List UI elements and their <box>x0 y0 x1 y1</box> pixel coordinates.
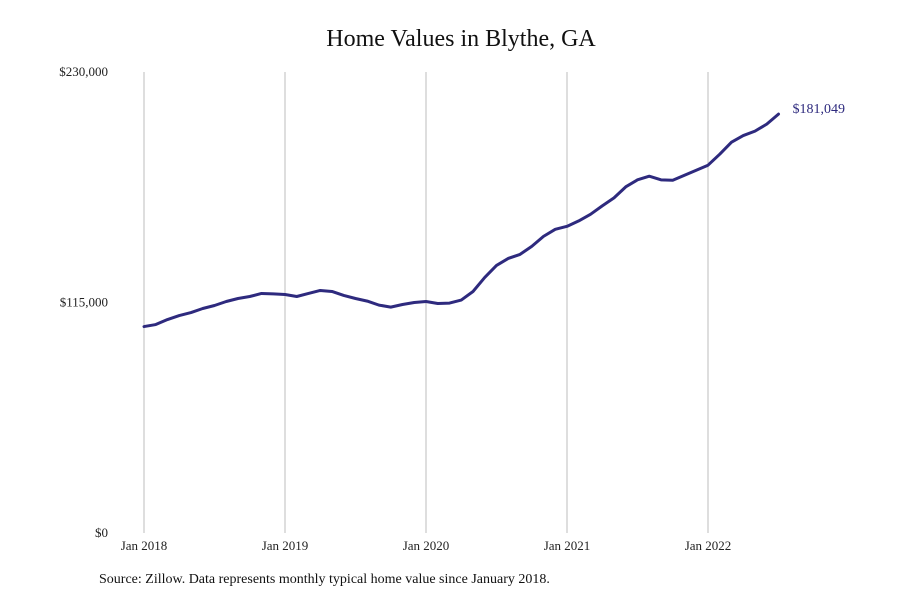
x-axis-ticks: Jan 2018 Jan 2019 Jan 2020 Jan 2021 Jan 2022 <box>121 538 732 553</box>
source-note: Source: Zillow. Data represents monthly … <box>99 572 550 587</box>
home-value-line <box>142 112 780 329</box>
y-tick-label: $0 <box>95 525 108 540</box>
x-tick-label: Jan 2022 <box>685 538 732 553</box>
end-value-label: $181,049 <box>793 102 846 117</box>
y-tick-label: $230,000 <box>59 64 108 79</box>
x-tick-label: Jan 2019 <box>262 538 309 553</box>
y-tick-label: $115,000 <box>60 295 108 310</box>
y-axis-ticks: $230,000 $115,000 $0 <box>59 64 108 540</box>
x-tick-label: Jan 2020 <box>403 538 450 553</box>
x-tick-label: Jan 2018 <box>121 538 168 553</box>
chart-title: Home Values in Blythe, GA <box>326 26 596 52</box>
x-tick-label: Jan 2021 <box>544 538 591 553</box>
